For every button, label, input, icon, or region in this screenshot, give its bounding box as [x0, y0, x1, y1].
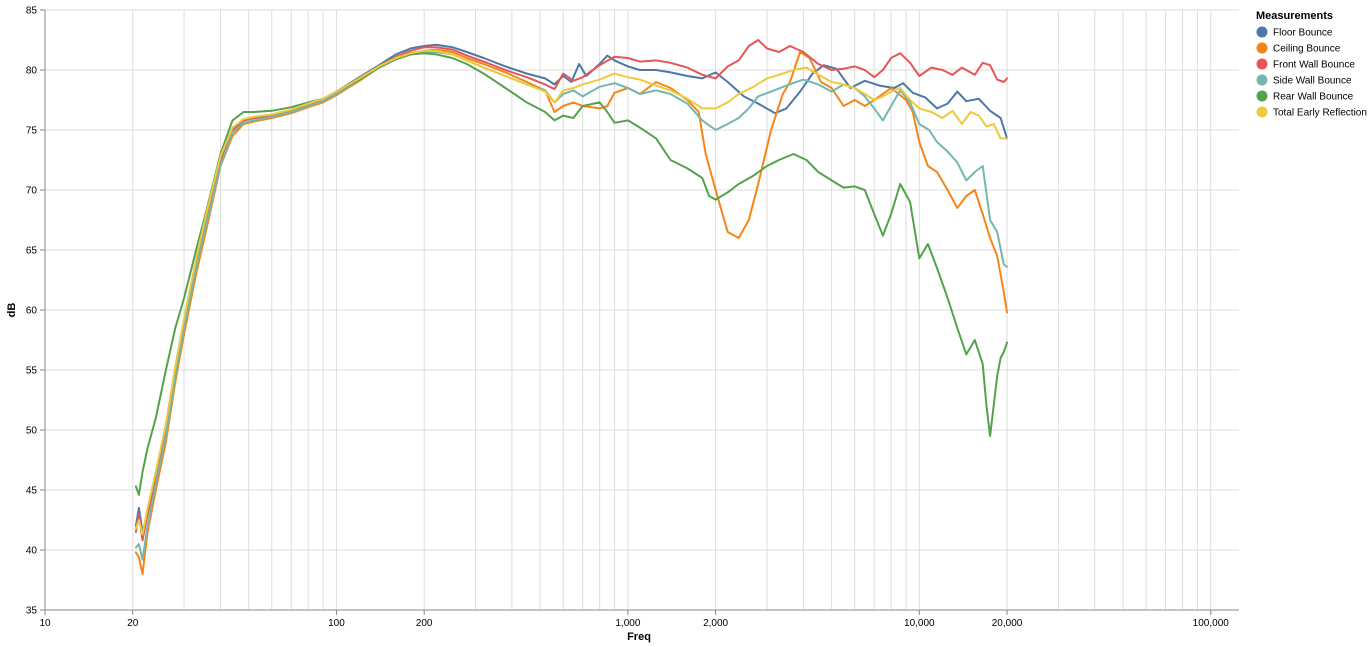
legend-label: Total Early Reflection	[1273, 108, 1367, 119]
legend-swatch	[1256, 58, 1268, 70]
legend-label: Front Wall Bounce	[1273, 60, 1355, 71]
legend-swatch	[1256, 106, 1268, 118]
y-tick-label: 85	[26, 6, 38, 17]
x-tick-label: 20	[127, 618, 139, 629]
legend-swatch	[1256, 42, 1268, 54]
y-tick-label: 80	[26, 66, 38, 77]
y-tick-label: 75	[26, 126, 38, 137]
legend-title: Measurements	[1256, 10, 1333, 22]
x-tick-label: 20,000	[992, 618, 1023, 629]
y-tick-label: 50	[26, 426, 38, 437]
series-line-ceiling-bounce	[134, 48, 1008, 575]
x-tick-label: 2,000	[703, 618, 728, 629]
y-tick-label: 45	[26, 486, 38, 497]
series-line-total-early-reflection	[134, 49, 1008, 536]
x-tick-label: 1,000	[615, 618, 640, 629]
y-tick-label: 35	[26, 606, 38, 617]
legend-label: Ceiling Bounce	[1273, 44, 1341, 55]
legend-swatch	[1256, 74, 1268, 86]
y-tick-label: 70	[26, 186, 38, 197]
legend-swatch	[1256, 26, 1268, 38]
x-tick-label: 200	[416, 618, 433, 629]
y-tick-label: 60	[26, 306, 38, 317]
x-tick-label: 100,000	[1193, 618, 1230, 629]
series-line-rear-wall-bounce	[134, 52, 1008, 496]
y-tick-label: 40	[26, 546, 38, 557]
y-axis-title: dB	[6, 303, 18, 318]
x-tick-label: 100	[328, 618, 345, 629]
legend-label: Rear Wall Bounce	[1273, 92, 1354, 103]
x-axis-title: Freq	[627, 631, 651, 643]
y-tick-label: 55	[26, 366, 38, 377]
x-tick-label: 10	[39, 618, 51, 629]
legend-label: Floor Bounce	[1273, 28, 1333, 39]
grid-lines	[44, 9, 1239, 611]
series-lines	[134, 39, 1008, 575]
legend: Measurements Floor Bounce Ceiling Bounce F…	[1256, 10, 1367, 119]
x-tick-label: 10,000	[904, 618, 935, 629]
axes: 10 20 100 200 1,000 2,000 10,000 20,000 100,000 3…	[26, 6, 1239, 629]
y-tick-label: 65	[26, 246, 38, 257]
legend-label: Side Wall Bounce	[1273, 76, 1352, 87]
legend-swatch	[1256, 90, 1268, 102]
series-line-side-wall-bounce	[134, 51, 1008, 561]
